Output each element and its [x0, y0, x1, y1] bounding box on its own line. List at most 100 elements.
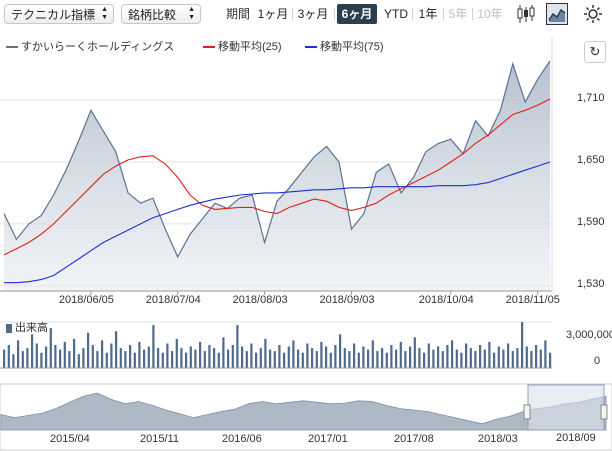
price-ytick: 1,590	[577, 215, 605, 228]
volume-bar	[213, 348, 216, 368]
volume-bar	[311, 348, 314, 368]
volume-bar	[353, 343, 356, 368]
volume-bar	[124, 351, 127, 368]
volume-bar	[63, 341, 66, 368]
volume-bar	[68, 351, 71, 368]
volume-bar	[376, 351, 379, 368]
volume-bar	[432, 349, 435, 368]
divider	[412, 8, 413, 20]
volume-bar	[502, 349, 505, 368]
area-chart-icon[interactable]	[546, 3, 568, 25]
price-ytick: 1,710	[577, 92, 605, 104]
volume-bar	[469, 348, 472, 368]
volume-bar	[287, 346, 290, 368]
volume-bar	[423, 352, 426, 368]
technical-indicator-select-value: テクニカル指標	[11, 8, 96, 22]
volume-bar	[101, 340, 104, 368]
volume-bar	[185, 352, 188, 368]
compare-select-value: 銘柄比較	[128, 8, 177, 22]
price-ytick: 1,530	[577, 277, 605, 290]
volume-bar	[199, 341, 202, 368]
volume-ytick: 3,000,000	[566, 329, 612, 341]
period-ytd-button[interactable]: YTD	[382, 4, 410, 24]
volume-bar	[175, 338, 178, 368]
ma75-line	[4, 161, 551, 284]
navigator-xtick: 2015/11	[140, 433, 179, 445]
navigator-selection-label: 2018/09	[556, 432, 596, 444]
volume-bar	[17, 340, 20, 368]
volume-bar	[138, 341, 141, 368]
volume-bar	[516, 348, 519, 368]
legend-swatch	[203, 46, 215, 49]
settings-gear-icon[interactable]	[582, 3, 604, 25]
select-updown-icon: ▲ ▼	[188, 6, 195, 21]
refresh-button[interactable]: ↻	[584, 41, 606, 63]
navigator-xtick: 2017/01	[308, 433, 348, 445]
legend-ma25-label: 移動平均(25)	[218, 41, 282, 53]
volume-bar	[255, 352, 258, 368]
volume-bar	[231, 345, 234, 368]
volume-bar	[269, 349, 272, 368]
divider	[472, 8, 473, 20]
volume-bar	[413, 337, 416, 368]
volume-bar	[166, 343, 169, 368]
period-1m-button[interactable]: 1ヶ月	[256, 4, 290, 24]
volume-bar	[390, 345, 393, 368]
price-xtick: 2018/09/03	[319, 294, 375, 306]
volume-bar	[241, 346, 244, 368]
volume-bar	[479, 345, 482, 368]
volume-bar	[301, 352, 304, 368]
volume-bar	[409, 346, 412, 368]
period-label: 10年	[477, 7, 503, 21]
volume-bar	[7, 345, 10, 368]
period-1y-button[interactable]: 1年	[415, 4, 441, 24]
navigator-selection[interactable]	[527, 384, 605, 431]
period-label: 6ヶ月	[341, 7, 373, 21]
price-line	[3, 60, 551, 259]
volume-bar	[245, 351, 248, 368]
period-label: YTD	[384, 7, 408, 21]
period-5y-button: 5年	[446, 4, 470, 24]
volume-bar	[474, 351, 477, 368]
volume-bar	[385, 352, 388, 368]
volume-bar	[371, 340, 374, 368]
period-3m-button[interactable]: 3ヶ月	[295, 4, 331, 24]
volume-bar	[315, 351, 318, 368]
price-xtick: 2018/06/05	[58, 294, 114, 306]
volume-bar	[418, 348, 421, 368]
volume-bar	[348, 351, 351, 368]
volume-bar	[115, 331, 118, 368]
period-label: 1ヶ月	[257, 7, 289, 21]
volume-bar	[194, 349, 197, 368]
volume-bar	[3, 349, 6, 368]
volume-bar	[105, 352, 108, 368]
volume-bar	[133, 352, 136, 368]
volume-bar	[334, 345, 337, 368]
navigator-xtick: 2017/08	[394, 433, 434, 445]
volume-bar	[446, 345, 449, 368]
legend-swatch	[6, 46, 18, 49]
compare-select[interactable]: 銘柄比較 ▲ ▼	[121, 4, 201, 24]
navigator-handle-right[interactable]	[600, 404, 608, 420]
volume-bar	[521, 322, 524, 368]
navigator-handle-left[interactable]	[523, 404, 531, 420]
volume-bar	[549, 352, 552, 368]
price-xtick: 2018/10/04	[418, 294, 474, 306]
volume-bar	[259, 348, 262, 368]
candlestick-chart-icon[interactable]	[515, 3, 537, 25]
volume-bar	[250, 343, 253, 368]
volume-bar	[339, 334, 342, 368]
period-6m-button[interactable]: 6ヶ月	[337, 4, 377, 24]
technical-indicator-select[interactable]: テクニカル指標 ▲ ▼	[4, 4, 114, 24]
legend-ma25: 移動平均(25)	[203, 40, 282, 54]
volume-bar	[362, 346, 365, 368]
volume-bar	[236, 325, 239, 368]
volume-bar	[161, 352, 164, 368]
volume-bar	[82, 348, 85, 368]
volume-bar	[45, 346, 48, 368]
volume-bar	[404, 351, 407, 368]
volume-bar	[203, 351, 206, 368]
volume-bar	[222, 337, 225, 368]
volume-bar	[283, 352, 286, 368]
volume-bar	[40, 352, 43, 368]
